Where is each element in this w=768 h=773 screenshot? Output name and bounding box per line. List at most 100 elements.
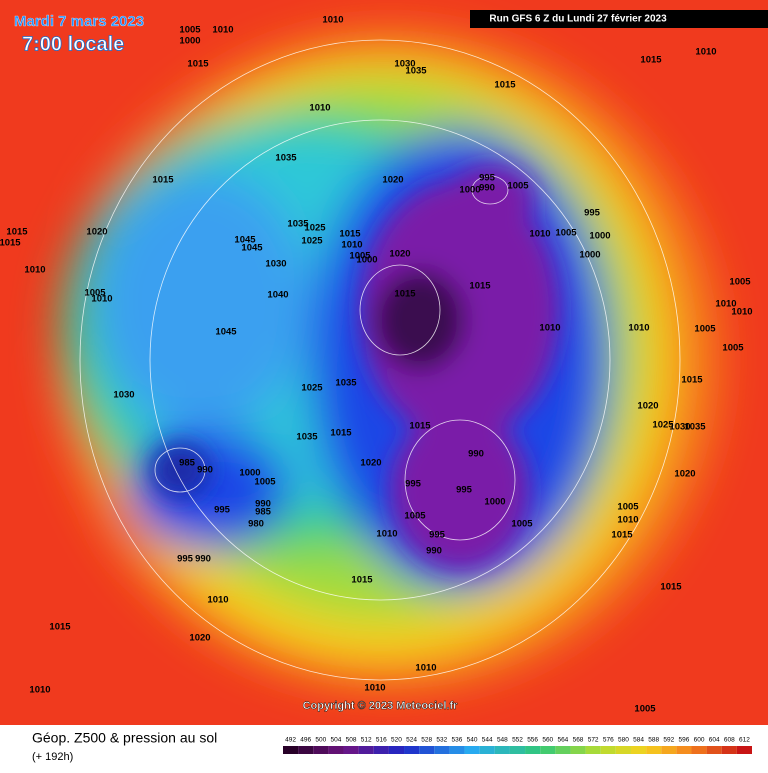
isobar-label: 1020: [86, 227, 107, 238]
isobar-label: 1030: [113, 390, 134, 401]
isobar-label: 1015: [330, 428, 352, 439]
isobar-label: 1005: [511, 519, 533, 530]
legend-swatch: [706, 746, 722, 754]
legend-swatch: [419, 746, 435, 754]
isobar-label: 1000: [589, 231, 610, 242]
legend-swatch: [479, 746, 495, 754]
isobar-label: 1035: [405, 66, 427, 77]
isobar-label: 1010: [539, 323, 560, 334]
isobar-label: 1010: [212, 25, 233, 36]
isobar-label: 990: [479, 183, 495, 194]
isobar-label: 1020: [389, 249, 410, 260]
legend-swatch: [570, 746, 586, 754]
isobar-label: 1010: [341, 240, 362, 251]
isobar-label: 1025: [301, 236, 323, 247]
legend-swatch: [449, 746, 465, 754]
legend-swatch: [630, 746, 647, 754]
isobar-label: 1010: [24, 265, 45, 276]
isobar-label: 1010: [715, 299, 736, 310]
isobar-label: 1005: [722, 343, 744, 354]
legend-label: 576: [603, 737, 614, 744]
isobar-label: 1000: [484, 497, 505, 508]
isobar-label: 1000: [239, 468, 260, 479]
isobar-label: 1010: [376, 529, 397, 540]
isobar-label: 1005: [617, 502, 639, 513]
isobar-label: 1010: [309, 103, 330, 114]
isobar-label: 995: [479, 173, 496, 184]
isobar-label: 1000: [579, 250, 600, 261]
legend-swatch: [464, 746, 480, 754]
isobar-label: 1010: [322, 15, 343, 26]
legend-label: 520: [391, 737, 402, 744]
isobar-label: 1010: [695, 47, 716, 58]
isobar-label: 1015: [494, 80, 516, 91]
isobar-label: 1010: [29, 685, 50, 696]
time: 7:00 locale: [22, 33, 124, 55]
isobar-label: 1015: [187, 59, 209, 70]
legend-swatch: [600, 746, 616, 754]
isobar-label: 1000: [179, 36, 200, 47]
isobar-label: 1010: [415, 663, 436, 674]
isobar-label: 1025: [301, 383, 323, 394]
isobar-label: 1010: [731, 307, 752, 318]
footer-title: Géop. Z500 & pression au sol: [32, 730, 217, 746]
isobar-label: 1015: [660, 582, 682, 593]
legend-label: 596: [678, 737, 689, 744]
isobar-label: 1005: [729, 277, 751, 288]
legend-swatch: [328, 746, 344, 754]
isobar-label: 1010: [628, 323, 649, 334]
isobar-label: 990: [255, 499, 271, 510]
legend-label: 496: [300, 737, 311, 744]
isobar-label: 1045: [215, 327, 237, 338]
legend-label: 604: [709, 737, 720, 744]
isobar-label: 995: [429, 530, 446, 541]
legend-swatch: [404, 746, 420, 754]
legend-label: 540: [467, 737, 478, 744]
legend-swatch: [691, 746, 707, 754]
isobar-label: 1045: [234, 235, 256, 246]
isobar-label: 995: [214, 505, 231, 516]
isobar-label: 1000: [356, 255, 377, 266]
height-field: [0, 0, 768, 725]
isobar-label: 1015: [0, 238, 21, 249]
isobar-label: 990: [197, 465, 213, 476]
isobar-label: 1005: [349, 251, 371, 262]
legend-swatch: [676, 746, 692, 754]
isobar-label: 1000: [459, 185, 480, 196]
isobar-label: 1015: [640, 55, 662, 66]
legend-swatch: [298, 746, 314, 754]
legend-label: 608: [724, 737, 735, 744]
isobar-label: 1025: [304, 223, 326, 234]
isobar-label: 1015: [152, 175, 174, 186]
date: Mardi 7 mars 2023: [14, 13, 144, 30]
isobar-label: 1005: [254, 477, 276, 488]
legend-swatch: [721, 746, 737, 754]
legend-label: 512: [361, 737, 372, 744]
isobar-label: 1015: [469, 281, 491, 292]
isobar-label: 1010: [91, 294, 112, 305]
isobar-label: 1010: [529, 229, 550, 240]
isobar-label: 1015: [6, 227, 28, 238]
isobar-label: 1010: [207, 595, 228, 606]
legend-swatch: [358, 746, 374, 754]
legend-label: 532: [436, 737, 447, 744]
legend-label: 600: [694, 737, 705, 744]
legend-label: 552: [512, 737, 523, 744]
isobar-label: 1010: [364, 683, 385, 694]
legend-swatch: [388, 746, 405, 754]
isobar-label: 985: [255, 507, 272, 518]
legend-swatch: [525, 746, 541, 754]
legend-label: 536: [452, 737, 463, 744]
isobar-label: 1030: [669, 422, 690, 433]
isobar-label: 1005: [507, 181, 529, 192]
isobar-label: 995: [584, 208, 601, 219]
isobar-label: 1005: [555, 228, 577, 239]
isobar-label: 1030: [265, 259, 286, 270]
footer-lead: (+ 192h): [32, 751, 73, 763]
isobar-label: 1015: [49, 622, 71, 633]
isobar-label: 1025: [652, 420, 674, 431]
legend-label: 564: [557, 737, 568, 744]
legend-label: 528: [421, 737, 432, 744]
isobar-label: 990: [468, 449, 484, 460]
